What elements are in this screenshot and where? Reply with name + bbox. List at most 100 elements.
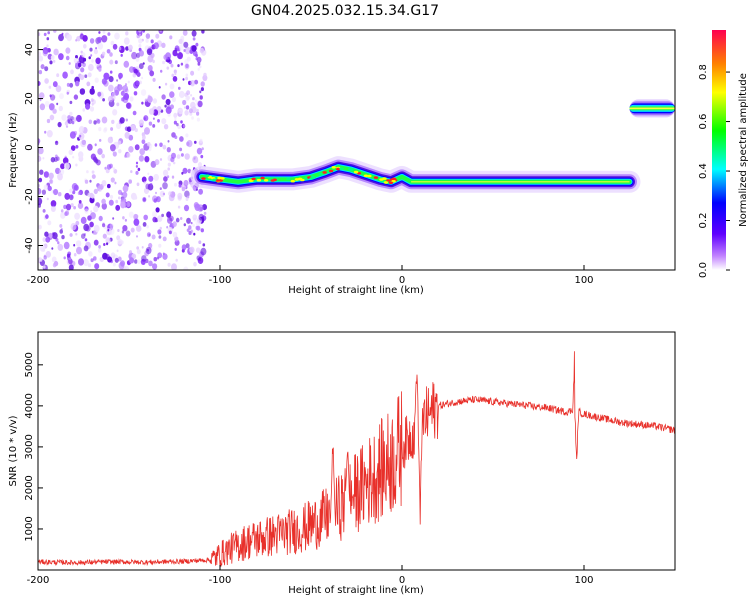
noise-dot bbox=[126, 126, 132, 132]
noise-dot bbox=[98, 67, 102, 72]
noise-dot bbox=[68, 149, 74, 156]
noise-dot bbox=[117, 229, 120, 232]
noise-dot bbox=[43, 184, 49, 190]
noise-dot bbox=[91, 59, 94, 63]
noise-dot bbox=[158, 235, 162, 239]
track-hotspot bbox=[373, 176, 379, 179]
noise-dot bbox=[201, 147, 204, 151]
noise-dot bbox=[116, 122, 122, 130]
noise-dot bbox=[202, 74, 208, 82]
noise-dot bbox=[101, 180, 107, 187]
noise-dot bbox=[39, 103, 46, 111]
noise-dot bbox=[63, 256, 66, 260]
noise-dot bbox=[151, 211, 158, 218]
noise-dot bbox=[121, 230, 125, 234]
noise-dot bbox=[174, 135, 178, 139]
noise-dot bbox=[125, 102, 131, 109]
y-tick-label: 2000 bbox=[24, 475, 35, 500]
noise-dot bbox=[43, 255, 47, 260]
noise-dot bbox=[200, 81, 205, 87]
noise-dot bbox=[157, 119, 160, 123]
track-hotspot bbox=[388, 181, 394, 185]
noise-dot bbox=[47, 31, 50, 35]
noise-dot bbox=[57, 241, 60, 245]
noise-dot bbox=[106, 164, 112, 170]
track-hotspot bbox=[201, 177, 206, 180]
noise-dot bbox=[68, 62, 71, 65]
noise-dot bbox=[73, 57, 78, 64]
noise-dot bbox=[181, 244, 187, 251]
noise-dot bbox=[49, 178, 54, 185]
noise-dot bbox=[112, 217, 115, 220]
colorbar-label: Normalized spectral amplitude bbox=[738, 73, 749, 227]
noise-dot bbox=[163, 124, 169, 130]
noise-dot bbox=[72, 155, 75, 159]
colorbar-gradient bbox=[712, 30, 726, 270]
noise-dot bbox=[143, 214, 148, 221]
noise-dot bbox=[108, 86, 113, 91]
noise-dot bbox=[83, 245, 89, 252]
noise-dot bbox=[150, 182, 153, 186]
noise-dot bbox=[199, 90, 202, 94]
noise-dot bbox=[70, 69, 74, 75]
noise-dot bbox=[94, 143, 97, 147]
x-tick-label: -100 bbox=[209, 275, 232, 286]
noise-dot bbox=[110, 252, 116, 259]
noise-dot bbox=[113, 168, 118, 174]
noise-dot bbox=[89, 38, 95, 44]
noise-dot bbox=[48, 103, 55, 111]
snr-y-label: SNR (10 * v/v) bbox=[8, 415, 19, 486]
track-hotspot bbox=[347, 167, 353, 171]
track-hotspot bbox=[322, 171, 327, 174]
noise-dot bbox=[157, 215, 163, 223]
noise-dot bbox=[174, 236, 179, 242]
noise-dot bbox=[76, 36, 81, 42]
noise-dot bbox=[192, 223, 196, 227]
noise-dot bbox=[188, 225, 192, 230]
noise-dot bbox=[191, 30, 197, 37]
noise-dot bbox=[122, 216, 125, 220]
noise-dot bbox=[110, 127, 114, 131]
noise-dot bbox=[167, 262, 171, 267]
noise-dot bbox=[136, 259, 141, 265]
noise-dot bbox=[165, 82, 168, 86]
noise-dot bbox=[182, 124, 186, 128]
noise-dot bbox=[41, 189, 47, 195]
noise-dot bbox=[43, 171, 50, 178]
noise-dot bbox=[174, 72, 177, 76]
snr-panel: -200 -100 0 100 1000 2000 3000 4000 5000 Height… bbox=[8, 331, 676, 596]
noise-dot bbox=[90, 212, 96, 220]
snr-series bbox=[38, 351, 675, 567]
noise-dot bbox=[160, 69, 163, 73]
noise-dot bbox=[178, 108, 183, 115]
noise-dot bbox=[50, 200, 57, 208]
noise-dot bbox=[190, 94, 193, 97]
noise-dot bbox=[83, 259, 89, 267]
noise-dot bbox=[120, 201, 126, 209]
noise-dot bbox=[196, 147, 203, 155]
noise-dot bbox=[93, 205, 99, 213]
noise-dot bbox=[122, 95, 129, 104]
noise-dot bbox=[93, 224, 100, 233]
noise-dot bbox=[195, 42, 199, 47]
noise-dot bbox=[185, 197, 189, 201]
noise-dot bbox=[203, 72, 207, 77]
noise-dot bbox=[193, 261, 197, 267]
track-hotspot bbox=[363, 174, 369, 178]
noise-dot bbox=[59, 93, 64, 100]
noise-dot bbox=[82, 62, 86, 68]
noise-dot bbox=[172, 231, 178, 238]
noise-dot bbox=[188, 108, 193, 114]
noise-dot bbox=[167, 167, 170, 171]
noise-dot bbox=[129, 257, 135, 264]
noise-dot bbox=[143, 115, 149, 122]
noise-dot bbox=[96, 119, 101, 124]
noise-dot bbox=[186, 217, 191, 224]
colorbar-tick-label: 0.8 bbox=[698, 64, 709, 80]
noise-dot bbox=[117, 238, 123, 245]
noise-dot bbox=[124, 154, 127, 158]
noise-dot bbox=[148, 260, 153, 267]
noise-dot bbox=[74, 212, 80, 220]
noise-dot bbox=[70, 145, 76, 152]
noise-dot bbox=[172, 49, 178, 57]
